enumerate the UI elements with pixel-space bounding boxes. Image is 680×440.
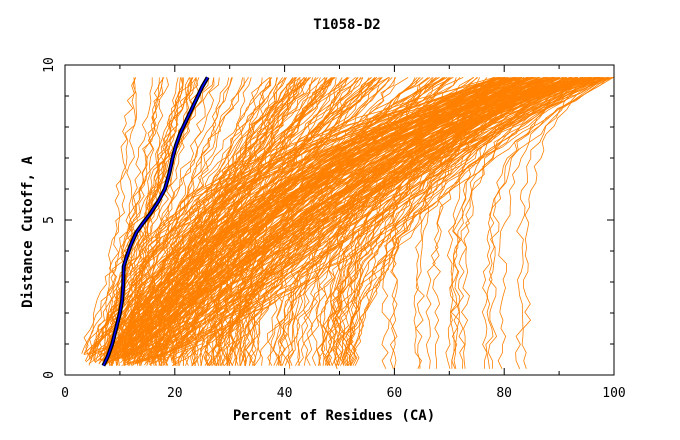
y-tick-label: 10	[42, 57, 57, 73]
background-series-line	[350, 77, 509, 366]
background-series-line	[521, 77, 603, 369]
background-series-line	[120, 77, 451, 359]
background-series-line	[220, 77, 561, 366]
x-axis-label: Percent of Residues (CA)	[233, 408, 435, 424]
background-series-line	[127, 77, 603, 364]
background-series-line	[145, 77, 598, 366]
background-series-line	[170, 77, 301, 361]
background-curves	[81, 77, 614, 369]
highlight-series-line	[102, 77, 209, 367]
background-series-line	[144, 77, 457, 360]
background-series-line	[122, 77, 287, 361]
background-series-line	[106, 77, 164, 365]
background-series-line	[113, 77, 591, 366]
background-series-line	[104, 77, 334, 354]
x-tick-label: 0	[61, 386, 69, 401]
background-series-line	[245, 77, 576, 366]
background-series-line	[157, 77, 474, 362]
background-series-line	[449, 77, 608, 369]
background-series-line	[240, 77, 598, 366]
background-series-line	[325, 77, 568, 366]
background-series-line	[115, 77, 478, 362]
background-series-line	[157, 77, 515, 366]
background-series-line	[461, 77, 601, 369]
background-series-line	[158, 77, 521, 366]
background-series-line	[318, 77, 528, 366]
background-series-line	[487, 77, 597, 369]
background-series-line	[213, 77, 582, 366]
background-series-line	[297, 77, 546, 366]
background-series-line	[122, 77, 343, 356]
background-series-line	[283, 77, 505, 366]
x-tick-label: 100	[602, 386, 625, 401]
background-series-line	[177, 77, 535, 366]
background-series-line	[146, 77, 515, 366]
background-series-line	[131, 77, 252, 359]
background-series-line	[156, 77, 494, 358]
background-series-line	[128, 77, 591, 366]
background-series-line	[348, 77, 528, 366]
background-series-line	[106, 77, 356, 365]
x-tick-label: 20	[167, 386, 183, 401]
background-series-line	[105, 77, 164, 364]
background-series-line	[166, 77, 382, 363]
background-series-line	[125, 77, 589, 355]
background-series-line	[83, 77, 192, 354]
x-axis-ticks: 0 20 40 60 80 100	[61, 65, 626, 401]
background-series-line	[111, 77, 313, 356]
background-series-line	[177, 77, 605, 366]
background-series-line	[131, 77, 271, 353]
background-series-line	[344, 77, 560, 366]
background-series-line	[108, 77, 245, 356]
background-series-line	[94, 77, 335, 363]
background-series-line	[242, 77, 498, 366]
background-series-line	[125, 77, 418, 361]
background-series-line	[348, 77, 564, 366]
background-series-line	[87, 77, 297, 356]
background-series-line	[121, 77, 184, 361]
background-series-line	[112, 77, 393, 358]
background-series-line	[96, 77, 136, 356]
background-series-line	[88, 77, 584, 365]
background-series-line	[228, 77, 546, 366]
background-series-line	[157, 77, 479, 361]
background-series-line	[381, 77, 599, 369]
chart-title: T1058-D2	[313, 17, 380, 33]
y-axis-ticks: 0 5 10	[42, 57, 614, 379]
highlight-curve	[101, 76, 210, 367]
background-series-line	[118, 77, 230, 360]
background-series-line	[249, 77, 516, 366]
background-series-line	[108, 77, 377, 365]
background-series-line	[451, 77, 604, 369]
background-series-line	[332, 77, 603, 369]
background-series-line	[225, 77, 519, 366]
background-series-line	[110, 77, 501, 357]
background-series-line	[88, 77, 301, 357]
background-series-line	[348, 77, 592, 366]
background-series-line	[210, 77, 579, 366]
background-series-line	[160, 77, 337, 357]
background-series-line	[102, 77, 508, 356]
background-series-line	[425, 77, 595, 369]
x-tick-label: 80	[496, 386, 512, 401]
background-series-line	[105, 77, 249, 361]
background-series-line	[95, 77, 380, 363]
y-axis-label: Distance Cutoff, A	[20, 156, 36, 308]
y-tick-label: 0	[42, 371, 57, 379]
background-series-line	[272, 77, 595, 366]
background-series-line	[116, 77, 348, 358]
x-tick-label: 40	[277, 386, 293, 401]
x-tick-label: 60	[387, 386, 403, 401]
background-series-line	[497, 77, 614, 369]
background-series-line	[156, 77, 613, 366]
background-series-line	[178, 77, 567, 366]
y-tick-label: 5	[42, 216, 57, 224]
background-series-line	[325, 77, 554, 366]
